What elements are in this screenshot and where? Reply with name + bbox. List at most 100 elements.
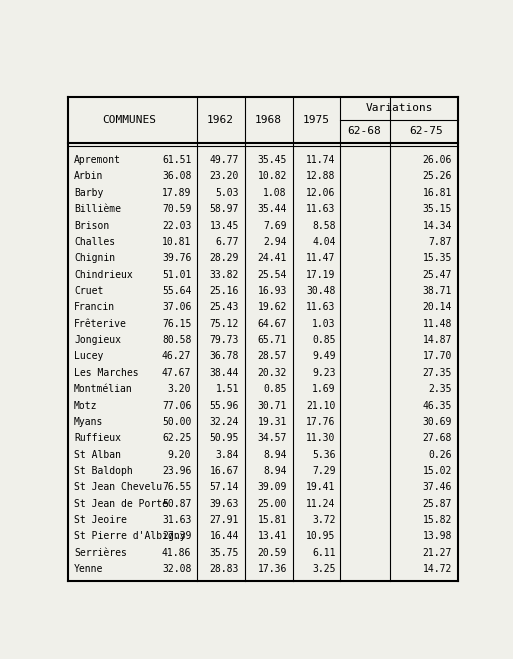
Text: 19.41: 19.41 bbox=[306, 482, 336, 492]
Text: 31.63: 31.63 bbox=[162, 515, 191, 525]
Text: 3.20: 3.20 bbox=[168, 384, 191, 394]
Text: 7.69: 7.69 bbox=[263, 221, 287, 231]
Text: 11.63: 11.63 bbox=[306, 204, 336, 214]
Text: 11.74: 11.74 bbox=[306, 155, 336, 165]
Text: 65.71: 65.71 bbox=[258, 335, 287, 345]
Text: 10.82: 10.82 bbox=[258, 171, 287, 181]
Text: 27.39: 27.39 bbox=[162, 531, 191, 542]
Text: 25.43: 25.43 bbox=[210, 302, 239, 312]
Text: 10.81: 10.81 bbox=[162, 237, 191, 247]
Text: 21.10: 21.10 bbox=[306, 401, 336, 411]
Text: Challes: Challes bbox=[74, 237, 115, 247]
Text: 25.47: 25.47 bbox=[422, 270, 452, 279]
Text: 11.30: 11.30 bbox=[306, 433, 336, 444]
Text: 46.27: 46.27 bbox=[162, 351, 191, 362]
Text: 58.97: 58.97 bbox=[210, 204, 239, 214]
Text: 16.44: 16.44 bbox=[210, 531, 239, 542]
Text: 38.71: 38.71 bbox=[422, 286, 452, 296]
Text: 16.67: 16.67 bbox=[210, 466, 239, 476]
Text: 22.03: 22.03 bbox=[162, 221, 191, 231]
Text: 11.63: 11.63 bbox=[306, 302, 336, 312]
Text: 30.69: 30.69 bbox=[422, 417, 452, 427]
Text: 5.36: 5.36 bbox=[312, 449, 336, 459]
Text: 12.06: 12.06 bbox=[306, 188, 336, 198]
Text: Ruffieux: Ruffieux bbox=[74, 433, 121, 444]
Text: 41.86: 41.86 bbox=[162, 548, 191, 558]
Text: 25.00: 25.00 bbox=[258, 499, 287, 509]
Text: 7.87: 7.87 bbox=[428, 237, 452, 247]
Text: 32.08: 32.08 bbox=[162, 564, 191, 574]
Text: Lucey: Lucey bbox=[74, 351, 104, 362]
Text: Cruet: Cruet bbox=[74, 286, 104, 296]
Text: 1.03: 1.03 bbox=[312, 319, 336, 329]
Text: 4.04: 4.04 bbox=[312, 237, 336, 247]
Text: Barby: Barby bbox=[74, 188, 104, 198]
Text: 50.87: 50.87 bbox=[162, 499, 191, 509]
Text: 39.76: 39.76 bbox=[162, 253, 191, 264]
Text: 3.25: 3.25 bbox=[312, 564, 336, 574]
Text: Brison: Brison bbox=[74, 221, 109, 231]
Text: 49.77: 49.77 bbox=[210, 155, 239, 165]
Text: 2.35: 2.35 bbox=[428, 384, 452, 394]
Text: 50.95: 50.95 bbox=[210, 433, 239, 444]
Text: 11.47: 11.47 bbox=[306, 253, 336, 264]
Text: 8.94: 8.94 bbox=[263, 466, 287, 476]
Text: 13.41: 13.41 bbox=[258, 531, 287, 542]
Text: 62.25: 62.25 bbox=[162, 433, 191, 444]
Text: 6.77: 6.77 bbox=[215, 237, 239, 247]
Text: 55.96: 55.96 bbox=[210, 401, 239, 411]
Text: 16.81: 16.81 bbox=[422, 188, 452, 198]
Text: 1962: 1962 bbox=[207, 115, 234, 125]
Text: 80.58: 80.58 bbox=[162, 335, 191, 345]
Text: 75.12: 75.12 bbox=[210, 319, 239, 329]
Text: 27.35: 27.35 bbox=[422, 368, 452, 378]
Text: 0.85: 0.85 bbox=[263, 384, 287, 394]
Text: 17.70: 17.70 bbox=[422, 351, 452, 362]
Text: 51.01: 51.01 bbox=[162, 270, 191, 279]
Text: 17.76: 17.76 bbox=[306, 417, 336, 427]
Text: 8.58: 8.58 bbox=[312, 221, 336, 231]
Text: 20.14: 20.14 bbox=[422, 302, 452, 312]
Text: Arbin: Arbin bbox=[74, 171, 104, 181]
Text: 17.89: 17.89 bbox=[162, 188, 191, 198]
Text: St Jean de Porte: St Jean de Porte bbox=[74, 499, 168, 509]
Text: 50.00: 50.00 bbox=[162, 417, 191, 427]
Text: Jongieux: Jongieux bbox=[74, 335, 121, 345]
Text: 14.72: 14.72 bbox=[422, 564, 452, 574]
Text: 14.34: 14.34 bbox=[422, 221, 452, 231]
Text: 19.31: 19.31 bbox=[258, 417, 287, 427]
Text: 35.15: 35.15 bbox=[422, 204, 452, 214]
Text: 1.51: 1.51 bbox=[215, 384, 239, 394]
Text: 32.24: 32.24 bbox=[210, 417, 239, 427]
Text: 10.95: 10.95 bbox=[306, 531, 336, 542]
Text: 15.81: 15.81 bbox=[258, 515, 287, 525]
Text: 14.87: 14.87 bbox=[422, 335, 452, 345]
Text: 76.55: 76.55 bbox=[162, 482, 191, 492]
Text: 36.08: 36.08 bbox=[162, 171, 191, 181]
Text: St Baldoph: St Baldoph bbox=[74, 466, 133, 476]
Text: 35.45: 35.45 bbox=[258, 155, 287, 165]
Text: Les Marches: Les Marches bbox=[74, 368, 139, 378]
Text: 39.09: 39.09 bbox=[258, 482, 287, 492]
Text: 20.32: 20.32 bbox=[258, 368, 287, 378]
Text: Montmélian: Montmélian bbox=[74, 384, 133, 394]
Text: 37.46: 37.46 bbox=[422, 482, 452, 492]
Text: 25.87: 25.87 bbox=[422, 499, 452, 509]
Text: 13.98: 13.98 bbox=[422, 531, 452, 542]
Text: 28.29: 28.29 bbox=[210, 253, 239, 264]
Text: 47.67: 47.67 bbox=[162, 368, 191, 378]
Text: 37.06: 37.06 bbox=[162, 302, 191, 312]
Text: 8.94: 8.94 bbox=[263, 449, 287, 459]
Text: 5.03: 5.03 bbox=[215, 188, 239, 198]
Text: 30.48: 30.48 bbox=[306, 286, 336, 296]
Text: 62-68: 62-68 bbox=[347, 126, 381, 136]
Text: Myans: Myans bbox=[74, 417, 104, 427]
Text: 2.94: 2.94 bbox=[263, 237, 287, 247]
Text: 46.35: 46.35 bbox=[422, 401, 452, 411]
Text: 26.06: 26.06 bbox=[422, 155, 452, 165]
Text: 61.51: 61.51 bbox=[162, 155, 191, 165]
Text: 23.20: 23.20 bbox=[210, 171, 239, 181]
Text: 30.71: 30.71 bbox=[258, 401, 287, 411]
Text: 11.24: 11.24 bbox=[306, 499, 336, 509]
Text: 38.44: 38.44 bbox=[210, 368, 239, 378]
